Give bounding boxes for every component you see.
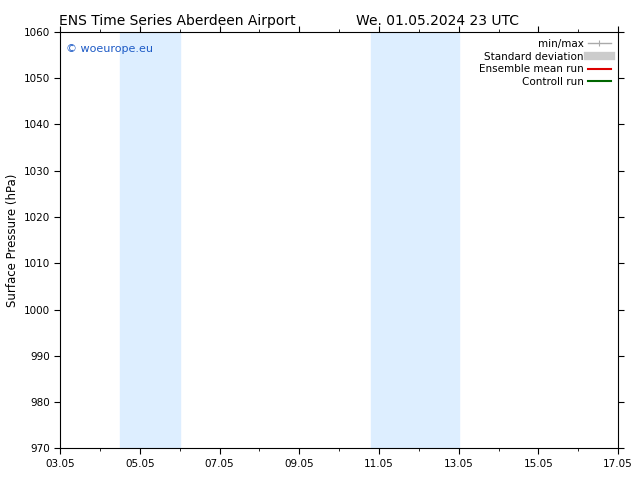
Bar [120, 32, 180, 448]
Text: We. 01.05.2024 23 UTC: We. 01.05.2024 23 UTC [356, 14, 519, 28]
Text: © woeurope.eu: © woeurope.eu [66, 44, 153, 54]
Legend: min/max, Standard deviation, Ensemble mean run, Controll run: min/max, Standard deviation, Ensemble me… [477, 37, 613, 89]
Text: ENS Time Series Aberdeen Airport: ENS Time Series Aberdeen Airport [59, 14, 296, 28]
Y-axis label: Surface Pressure (hPa): Surface Pressure (hPa) [6, 173, 20, 307]
Bar [371, 32, 459, 448]
